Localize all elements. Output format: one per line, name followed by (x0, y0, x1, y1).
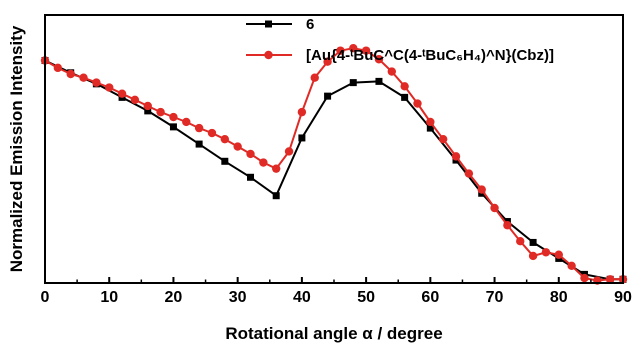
data-point-series-1 (79, 73, 88, 82)
data-point-series-1 (541, 248, 551, 257)
data-point-series-1 (605, 275, 615, 284)
data-point-series-1 (182, 117, 191, 127)
data-point-series-0 (144, 107, 152, 115)
legend-label-series-6: 6 (306, 16, 314, 33)
legend-label-series-au: [Au{4-ᵗBuC^C(4-ᵗBuC₆H₄)^N}(Cbz)] (306, 47, 554, 64)
data-point-series-1 (310, 73, 319, 82)
data-point-series-1 (53, 63, 63, 73)
x-tick-label: 10 (100, 289, 118, 306)
x-tick-label: 40 (293, 289, 311, 306)
data-point-series-0 (324, 92, 332, 100)
y-axis-label: Normalized Emission Intensity (7, 25, 26, 272)
data-point-series-1 (374, 55, 384, 64)
data-point-series-1 (451, 152, 461, 161)
data-point-series-1 (361, 46, 371, 55)
data-point-series-1 (66, 69, 75, 79)
data-point-series-0 (349, 79, 357, 87)
data-point-series-1 (297, 107, 307, 117)
data-point-series-1 (156, 107, 165, 117)
x-tick-label: 30 (229, 289, 247, 306)
data-point-series-1 (349, 43, 358, 53)
data-point-series-1 (92, 78, 101, 87)
data-point-series-0 (426, 124, 434, 132)
data-point-series-0 (195, 140, 203, 148)
data-point-series-1 (207, 128, 217, 138)
series-line-0 (44, 59, 623, 281)
data-point-series-1 (567, 261, 576, 270)
data-point-series-1 (130, 95, 140, 105)
data-point-series-1 (464, 169, 474, 178)
x-tick-label: 20 (165, 289, 183, 306)
x-tick-label: 50 (357, 289, 375, 306)
data-point-series-1 (554, 250, 563, 259)
data-point-series-1 (272, 164, 281, 173)
legend-marker-series-6 (265, 20, 272, 28)
series-line-1 (44, 47, 623, 282)
data-point-series-1 (233, 142, 242, 151)
data-point-series-0 (298, 134, 306, 142)
data-point-series-1 (516, 237, 525, 246)
data-point-series-1 (438, 134, 448, 144)
data-point-series-0 (272, 192, 280, 200)
data-point-series-1 (284, 147, 294, 156)
data-point-series-1 (490, 203, 499, 213)
data-point-series-1 (503, 221, 512, 230)
data-point-series-1 (117, 89, 127, 98)
data-point-series-1 (194, 123, 204, 133)
x-tick-label: 70 (486, 289, 504, 306)
data-point-series-1 (259, 158, 268, 167)
data-point-series-1 (413, 99, 422, 108)
data-point-series-1 (426, 117, 435, 127)
x-tick-label: 80 (550, 289, 568, 306)
data-point-series-1 (143, 101, 152, 111)
data-point-series-1 (528, 251, 538, 261)
data-point-series-1 (169, 112, 178, 122)
ticks-layer: 0 10 20 30 40 50 60 70 80 90 (41, 277, 632, 306)
x-tick-label: 60 (421, 289, 439, 306)
data-point-series-1 (105, 83, 114, 92)
data-point-series-0 (247, 173, 255, 181)
x-tick-label: 90 (614, 289, 632, 306)
legend: 6 [Au{4-ᵗBuC^C(4-ᵗBuC₆H₄)^N}(Cbz)] (246, 16, 554, 64)
data-point-series-0 (529, 238, 537, 246)
data-point-series-0 (401, 93, 409, 101)
data-point-series-0 (375, 77, 383, 85)
x-axis-label: Rotational angle α / degree (225, 324, 442, 343)
series-layer (40, 43, 628, 285)
data-point-series-1 (400, 82, 409, 91)
x-tick-label: 0 (41, 289, 50, 306)
data-point-series-1 (336, 46, 345, 55)
data-point-series-1 (323, 57, 332, 66)
data-point-series-0 (169, 123, 177, 131)
data-point-series-1 (387, 67, 396, 76)
data-point-series-0 (221, 157, 229, 165)
legend-marker-series-au (264, 50, 273, 60)
data-point-series-1 (580, 273, 589, 283)
data-point-series-1 (246, 149, 255, 159)
data-point-series-1 (220, 134, 230, 144)
data-point-series-1 (477, 185, 486, 194)
